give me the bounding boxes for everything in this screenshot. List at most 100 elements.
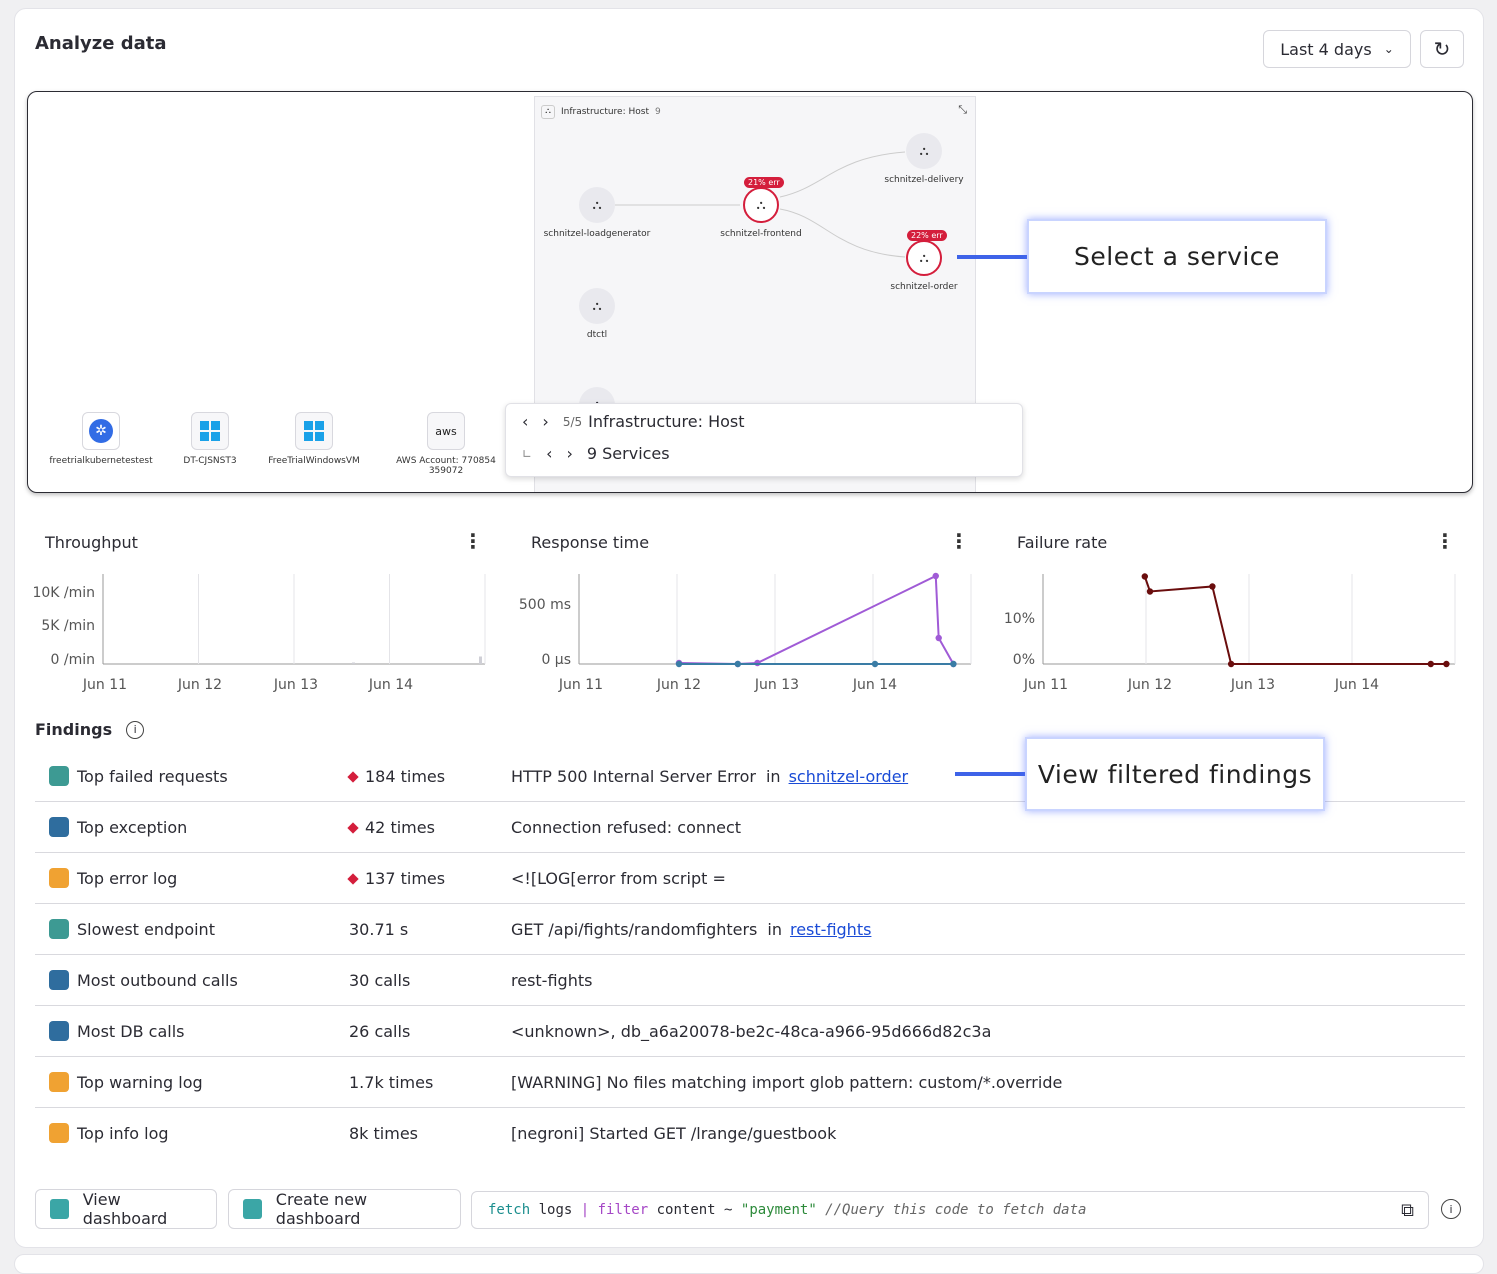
findings-row[interactable]: Top error log 137 times <![LOG[error from … <box>35 853 1465 904</box>
finding-count: 30.71 s <box>349 920 409 939</box>
service-node[interactable]: ⛬ schnitzel-loadgenerator <box>537 187 657 239</box>
y-tick-label: 10K /min <box>32 585 95 601</box>
box-icon <box>49 1123 69 1143</box>
finding-detail-text: [negroni] Started GET /lrange/guestbook <box>511 1124 837 1143</box>
service-icon: ⛬ <box>743 187 779 223</box>
series-line <box>1143 576 1447 665</box>
service-icon: ⛬ <box>579 187 615 223</box>
error-badge: 22% err <box>907 230 947 241</box>
x-tick-label: Jun 13 <box>273 677 318 693</box>
finding-label: Top warning log <box>77 1073 203 1092</box>
host-item[interactable]: DT-CJSNST3 <box>155 412 265 466</box>
more-options-icon[interactable]: ⋮ <box>1435 529 1455 553</box>
next-panel-edge <box>14 1254 1484 1274</box>
error-severity-icon <box>347 770 359 783</box>
level-label: Infrastructure: Host <box>588 412 745 431</box>
timeframe-selector[interactable]: Last 4 days ⌄ <box>1263 30 1411 68</box>
host-item[interactable]: FreeTrialWindowsVM <box>259 412 369 466</box>
host-item[interactable]: aws AWS Account: 770854359072 <box>391 412 501 476</box>
aws-icon: aws <box>427 412 465 450</box>
finding-detail: GET /api/fights/randomfighters in rest-fig… <box>511 904 871 955</box>
service-name: schnitzel-order <box>890 282 958 292</box>
timeframe-label: Last 4 days <box>1280 39 1372 59</box>
service-node[interactable]: ⛬ schnitzel-delivery <box>864 133 984 185</box>
callout-connector <box>957 255 1029 259</box>
findings-row[interactable]: Most outbound calls 30 calls rest-fights <box>35 955 1465 1006</box>
service-node[interactable]: 22% err ⛬ schnitzel-order <box>864 230 984 292</box>
analyze-data-panel: Analyze data Last 4 days ⌄ ↻ ✲ freetrial… <box>14 8 1484 1248</box>
findings-row[interactable]: Top warning log 1.7k times [WARNING] No fi… <box>35 1057 1465 1108</box>
service-name: schnitzel-delivery <box>884 175 964 185</box>
y-tick-label: 5K /min <box>41 618 95 634</box>
previous-sublevel-button[interactable]: ‹ <box>546 444 553 463</box>
data-point <box>1209 583 1216 590</box>
finding-detail-text: HTTP 500 Internal Server Error <box>511 767 756 786</box>
bar <box>352 662 355 664</box>
series-line <box>678 574 955 666</box>
more-options-icon[interactable]: ⋮ <box>949 529 969 553</box>
finding-value: 184 times <box>347 751 446 802</box>
finding-count: 26 calls <box>349 1022 411 1041</box>
data-point <box>950 660 957 668</box>
service-edges <box>615 151 906 258</box>
service-node[interactable]: ⛬ dtctl <box>537 288 657 340</box>
finding-entity-link[interactable]: rest-fights <box>789 920 872 939</box>
findings-row[interactable]: Top exception 42 times Connection refused:… <box>35 802 1465 853</box>
info-icon[interactable]: i <box>1441 1199 1461 1219</box>
window-icon <box>49 1021 69 1041</box>
host-label: freetrialkubernetestest <box>49 456 153 466</box>
finding-count: 184 times <box>365 767 446 786</box>
charts-area: 10K /min 5K /min 0 /min Jun 11 Jun 12 Jun 13 J… <box>32 572 1456 693</box>
query-pipe: | <box>580 1202 598 1218</box>
sublevel-label: 9 Services <box>586 444 670 463</box>
x-tick-label: Jun 11 <box>82 677 127 693</box>
x-tick-label: Jun 11 <box>1023 677 1068 693</box>
next-level-button[interactable]: › <box>542 412 549 431</box>
select-service-callout: Select a service <box>1027 219 1327 294</box>
create-dashboard-button[interactable]: Create new dashboard <box>228 1189 461 1229</box>
finding-label: Most DB calls <box>77 1022 185 1041</box>
more-options-icon[interactable]: ⋮ <box>463 529 483 553</box>
view-dashboard-button[interactable]: View dashboard <box>35 1189 217 1229</box>
finding-entity-link[interactable]: schnitzel-order <box>788 767 909 786</box>
host-label: FreeTrialWindowsVM <box>268 456 360 466</box>
findings-row[interactable]: Slowest endpoint 30.71 s GET /api/fights/r… <box>35 904 1465 955</box>
findings-row[interactable]: Top info log 8k times [negroni] Started GE… <box>35 1108 1465 1159</box>
finding-detail: <unknown>, db_a6a20078-be2c-48ca-a966-95… <box>511 1006 991 1057</box>
service-icon: ⛬ <box>906 133 942 169</box>
chart-title: Throughput <box>45 533 138 552</box>
box-icon <box>49 868 69 888</box>
x-tick-label: Jun 11 <box>558 677 603 693</box>
infra-panel-count: 9 <box>654 107 661 117</box>
refresh-button[interactable]: ↻ <box>1420 30 1464 68</box>
x-tick-label: Jun 14 <box>1334 677 1379 693</box>
findings-row[interactable]: Top failed requests 184 times HTTP 500 Int… <box>35 751 1465 802</box>
finding-detail: rest-fights <box>511 955 592 1006</box>
x-tick-label: Jun 12 <box>656 677 701 693</box>
host-item[interactable]: ✲ freetrialkubernetestest <box>46 412 156 466</box>
service-node[interactable]: 21% err ⛬ schnitzel-frontend <box>701 177 821 239</box>
next-sublevel-button[interactable]: › <box>566 444 573 463</box>
query-snippet[interactable]: fetch logs | filter content ~ "payment" … <box>471 1191 1429 1229</box>
copy-icon[interactable]: ⧉ <box>1401 1200 1414 1221</box>
finding-detail: HTTP 500 Internal Server Error in schnitze… <box>511 751 908 802</box>
data-point <box>1141 573 1149 580</box>
previous-level-button[interactable]: ‹ <box>522 412 529 431</box>
refresh-icon: ↻ <box>1433 37 1451 61</box>
info-icon[interactable]: i <box>126 720 145 739</box>
y-tick-label: 0% <box>1013 652 1035 668</box>
service-name: dtctl <box>586 330 608 340</box>
finding-detail: [negroni] Started GET /lrange/guestbook <box>511 1108 836 1159</box>
finding-value: 42 times <box>347 802 435 853</box>
finding-label: Most outbound calls <box>77 971 238 990</box>
data-point <box>675 660 683 668</box>
error-severity-icon <box>347 821 359 834</box>
query-keyword: fetch <box>488 1202 531 1218</box>
findings-row[interactable]: Most DB calls 26 calls <unknown>, db_a6a20… <box>35 1006 1465 1057</box>
findings-title: Findings <box>35 720 113 739</box>
collapse-icon[interactable]: ⤡ <box>958 103 967 116</box>
x-tick-label: Jun 12 <box>177 677 222 693</box>
query-field: content ~ <box>648 1202 741 1218</box>
finding-detail: <![LOG[error from script = <box>511 853 726 904</box>
infra-panel-title: Infrastructure: Host <box>561 107 649 117</box>
